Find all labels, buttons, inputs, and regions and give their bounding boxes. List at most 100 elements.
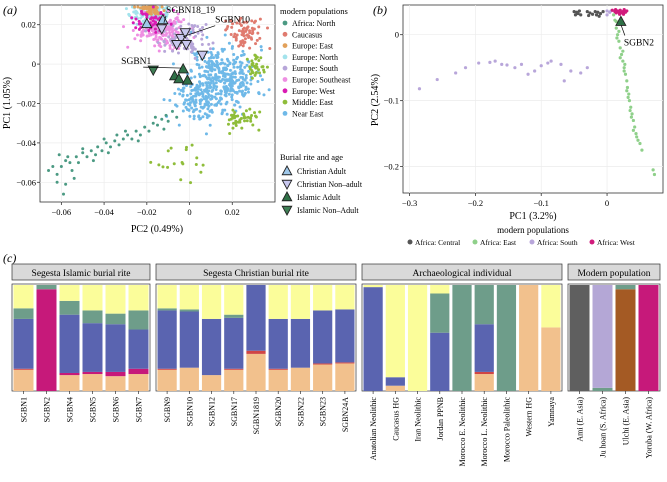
x-tick-label: 0 <box>187 207 191 217</box>
point-near-east <box>245 63 249 67</box>
point-europe-south <box>196 25 200 29</box>
point-near-east <box>208 123 212 127</box>
x-tick-label: −0.06 <box>52 207 72 217</box>
point-africa-north <box>89 149 93 153</box>
point-africa-north <box>55 180 59 184</box>
bar-label-sgbn10: SGBN10 <box>185 397 194 426</box>
sample-label-sgbn1: SGBN1 <box>121 57 151 67</box>
panel-a-y-label: PC1 (1.05%) <box>2 77 13 129</box>
bar-segment-anc-peach <box>224 369 244 391</box>
point-africa-south <box>477 61 481 65</box>
bar-segment-anc-magenta <box>638 285 659 391</box>
bar-label-jordan-ppnb: Jordan PPNB <box>436 397 445 440</box>
point-near-east <box>225 79 229 83</box>
point-middle-east <box>149 160 153 164</box>
legend-swatch-africa-west <box>589 239 595 245</box>
point-europe-south <box>156 40 160 44</box>
point-near-east <box>205 76 209 80</box>
bar-segment-anc-blue <box>224 317 244 369</box>
legend-swatch-africa-south <box>529 239 535 245</box>
point-near-east <box>190 88 194 92</box>
legend-swatch-europe-east <box>282 43 288 48</box>
bar-segment-anc-magenta <box>36 289 57 391</box>
point-near-east <box>246 87 250 91</box>
point-near-east <box>198 99 202 103</box>
point-africa-south <box>549 59 553 63</box>
bar-segment-anc-peach <box>82 374 103 391</box>
bar-segment-anc-teal <box>128 310 149 330</box>
point-middle-east <box>260 65 264 69</box>
bar-segment-anc-peach <box>13 369 34 391</box>
point-europe-south <box>173 32 177 36</box>
bar-segment-anc-magenta <box>82 371 103 375</box>
point-africa-east <box>627 99 632 103</box>
point-near-east <box>214 73 218 77</box>
point-near-east <box>224 102 228 106</box>
sample-label-sgbn18-19: SGBN18_19 <box>166 6 215 16</box>
point-middle-east <box>233 111 237 115</box>
point-africa-east <box>631 128 635 132</box>
bar-segment-anc-yellow <box>224 285 244 315</box>
point-europe-north <box>135 10 139 14</box>
point-africa-south <box>500 62 504 66</box>
point-near-east <box>176 87 180 91</box>
point-africa-north <box>104 141 108 145</box>
point-caucasus <box>224 19 228 23</box>
bar-segment-anc-blue <box>105 324 126 372</box>
bar-segment-anc-red <box>268 368 288 370</box>
bar-segment-anc-yellow <box>541 285 561 328</box>
point-europe-south <box>201 33 205 37</box>
bar-segment-anc-teal <box>59 300 80 315</box>
bar-segment-anc-yellow <box>201 285 222 319</box>
point-europe-southeast <box>168 26 172 30</box>
point-africa-north <box>81 147 85 151</box>
point-near-east <box>206 107 210 111</box>
point-near-east <box>230 98 234 102</box>
point-europe-north <box>165 5 169 9</box>
point-caucasus <box>238 19 242 23</box>
point-near-east <box>241 49 245 53</box>
point-africa-north <box>162 127 166 131</box>
point-europe-east <box>145 7 149 11</box>
panel-a-x-label: PC2 (0.49%) <box>131 224 183 235</box>
point-near-east <box>240 89 244 93</box>
point-africa-south <box>417 87 422 91</box>
point-middle-east <box>238 118 242 122</box>
x-tick-label: −0.02 <box>137 207 157 217</box>
point-africa-west <box>622 8 626 12</box>
point-europe-west <box>134 26 138 30</box>
point-near-east <box>207 104 211 108</box>
point-near-east <box>240 61 244 65</box>
point-africa-south <box>546 61 550 65</box>
point-africa-central <box>596 10 600 14</box>
point-europe-west <box>145 15 149 19</box>
point-near-east <box>229 87 233 91</box>
point-europe-west <box>171 8 175 12</box>
point-near-east <box>184 84 188 88</box>
point-near-east <box>210 53 214 57</box>
point-africa-central <box>594 13 599 17</box>
bar-segment-anc-peach <box>519 285 539 391</box>
point-africa-north <box>151 121 155 125</box>
point-near-east <box>212 56 216 60</box>
point-near-east <box>212 86 216 90</box>
point-near-east <box>262 93 266 97</box>
bar-segment-anc-peach <box>541 327 561 391</box>
point-europe-west <box>153 22 157 26</box>
bar-segment-anc-red <box>474 371 494 375</box>
point-africa-north <box>138 133 142 137</box>
point-africa-central <box>601 9 605 14</box>
point-near-east <box>231 75 235 79</box>
point-middle-east <box>157 163 161 167</box>
point-near-east <box>233 81 237 85</box>
point-europe-east <box>160 5 164 9</box>
point-near-east <box>245 81 249 85</box>
bar-segment-anc-yellow <box>179 285 199 310</box>
point-africa-west <box>614 8 618 12</box>
point-near-east <box>219 92 223 96</box>
sample-islamic-adult <box>173 72 185 84</box>
point-africa-west <box>621 12 626 16</box>
point-europe-southeast <box>159 45 163 49</box>
point-africa-north <box>117 143 121 147</box>
bar-segment-anc-brown <box>615 289 636 391</box>
